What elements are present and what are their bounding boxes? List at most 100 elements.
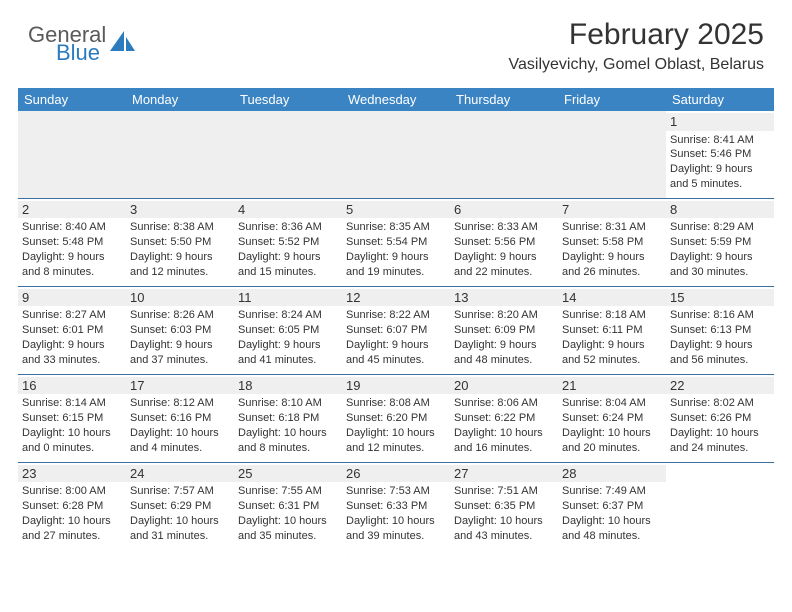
daylight-text: and 19 minutes. [346,265,446,280]
sunrise-text: Sunrise: 8:20 AM [454,308,554,323]
brand-text: General Blue [28,24,106,64]
daylight-text: Daylight: 9 hours [130,338,230,353]
daylight-text: Daylight: 9 hours [562,338,662,353]
calendar-cell: 28Sunrise: 7:49 AMSunset: 6:37 PMDayligh… [558,462,666,549]
calendar-week: 2Sunrise: 8:40 AMSunset: 5:48 PMDaylight… [18,198,774,286]
sunset-text: Sunset: 5:52 PM [238,235,338,250]
sunrise-text: Sunrise: 8:18 AM [562,308,662,323]
sunrise-text: Sunrise: 7:49 AM [562,484,662,499]
calendar-week: 9Sunrise: 8:27 AMSunset: 6:01 PMDaylight… [18,286,774,374]
daylight-text: Daylight: 9 hours [454,250,554,265]
daylight-text: and 48 minutes. [454,353,554,368]
sunset-text: Sunset: 6:18 PM [238,411,338,426]
day-number: 15 [666,289,774,308]
calendar-cell: 14Sunrise: 8:18 AMSunset: 6:11 PMDayligh… [558,286,666,374]
daylight-text: Daylight: 9 hours [454,338,554,353]
calendar-cell: 1Sunrise: 8:41 AMSunset: 5:46 PMDaylight… [666,111,774,198]
calendar-cell [342,111,450,198]
brand-logo: General Blue [28,24,136,64]
daylight-text: Daylight: 9 hours [670,338,770,353]
calendar-cell: 17Sunrise: 8:12 AMSunset: 6:16 PMDayligh… [126,374,234,462]
calendar-cell: 18Sunrise: 8:10 AMSunset: 6:18 PMDayligh… [234,374,342,462]
day-number: 3 [126,201,234,220]
sunrise-text: Sunrise: 8:08 AM [346,396,446,411]
sunrise-text: Sunrise: 8:02 AM [670,396,770,411]
daylight-text: Daylight: 10 hours [454,426,554,441]
sunrise-text: Sunrise: 8:24 AM [238,308,338,323]
daylight-text: Daylight: 9 hours [238,250,338,265]
calendar-cell: 21Sunrise: 8:04 AMSunset: 6:24 PMDayligh… [558,374,666,462]
daylight-text: and 39 minutes. [346,529,446,544]
daylight-text: and 15 minutes. [238,265,338,280]
daylight-text: and 56 minutes. [670,353,770,368]
sunset-text: Sunset: 5:48 PM [22,235,122,250]
calendar-cell: 16Sunrise: 8:14 AMSunset: 6:15 PMDayligh… [18,374,126,462]
calendar-cell: 13Sunrise: 8:20 AMSunset: 6:09 PMDayligh… [450,286,558,374]
day-number: 18 [234,377,342,396]
sunrise-text: Sunrise: 7:55 AM [238,484,338,499]
sunset-text: Sunset: 6:28 PM [22,499,122,514]
sunrise-text: Sunrise: 8:00 AM [22,484,122,499]
daylight-text: Daylight: 10 hours [238,426,338,441]
daylight-text: Daylight: 9 hours [22,338,122,353]
daylight-text: and 45 minutes. [346,353,446,368]
sunrise-text: Sunrise: 8:06 AM [454,396,554,411]
brand-line2: Blue [56,42,106,64]
weekday-header: Monday [126,88,234,111]
daylight-text: and 5 minutes. [670,177,770,192]
daylight-text: Daylight: 10 hours [562,426,662,441]
calendar-cell: 7Sunrise: 8:31 AMSunset: 5:58 PMDaylight… [558,198,666,286]
daylight-text: and 12 minutes. [346,441,446,456]
sunset-text: Sunset: 6:37 PM [562,499,662,514]
daylight-text: and 33 minutes. [22,353,122,368]
day-number: 2 [18,201,126,220]
daylight-text: and 16 minutes. [454,441,554,456]
daylight-text: Daylight: 9 hours [346,250,446,265]
day-number: 22 [666,377,774,396]
day-number: 17 [126,377,234,396]
calendar-cell [18,111,126,198]
month-title: February 2025 [509,18,765,52]
daylight-text: and 0 minutes. [22,441,122,456]
calendar-cell: 8Sunrise: 8:29 AMSunset: 5:59 PMDaylight… [666,198,774,286]
sunset-text: Sunset: 6:07 PM [346,323,446,338]
calendar-cell: 23Sunrise: 8:00 AMSunset: 6:28 PMDayligh… [18,462,126,549]
sunset-text: Sunset: 6:05 PM [238,323,338,338]
daylight-text: and 22 minutes. [454,265,554,280]
daylight-text: Daylight: 10 hours [238,514,338,529]
calendar-cell [234,111,342,198]
calendar-cell [126,111,234,198]
calendar-week: 23Sunrise: 8:00 AMSunset: 6:28 PMDayligh… [18,462,774,549]
day-number: 13 [450,289,558,308]
sunset-text: Sunset: 6:09 PM [454,323,554,338]
calendar-cell: 22Sunrise: 8:02 AMSunset: 6:26 PMDayligh… [666,374,774,462]
sunset-text: Sunset: 5:46 PM [670,147,770,162]
daylight-text: and 37 minutes. [130,353,230,368]
sunrise-text: Sunrise: 8:35 AM [346,220,446,235]
sunrise-text: Sunrise: 8:38 AM [130,220,230,235]
calendar-cell [450,111,558,198]
day-number: 11 [234,289,342,308]
daylight-text: and 8 minutes. [238,441,338,456]
sunset-text: Sunset: 5:58 PM [562,235,662,250]
sunrise-text: Sunrise: 7:53 AM [346,484,446,499]
calendar-cell [666,462,774,549]
sunrise-text: Sunrise: 8:10 AM [238,396,338,411]
sunset-text: Sunset: 6:35 PM [454,499,554,514]
daylight-text: Daylight: 10 hours [670,426,770,441]
calendar-week: 16Sunrise: 8:14 AMSunset: 6:15 PMDayligh… [18,374,774,462]
weekday-header: Friday [558,88,666,111]
calendar-cell: 12Sunrise: 8:22 AMSunset: 6:07 PMDayligh… [342,286,450,374]
calendar-cell: 27Sunrise: 7:51 AMSunset: 6:35 PMDayligh… [450,462,558,549]
sunrise-text: Sunrise: 8:36 AM [238,220,338,235]
sunset-text: Sunset: 5:56 PM [454,235,554,250]
daylight-text: Daylight: 10 hours [346,426,446,441]
day-number: 19 [342,377,450,396]
day-number: 12 [342,289,450,308]
page-header: General Blue February 2025 Vasilyevichy,… [0,0,792,82]
day-number: 25 [234,465,342,484]
calendar-cell: 6Sunrise: 8:33 AMSunset: 5:56 PMDaylight… [450,198,558,286]
day-number: 27 [450,465,558,484]
calendar-cell: 24Sunrise: 7:57 AMSunset: 6:29 PMDayligh… [126,462,234,549]
daylight-text: and 8 minutes. [22,265,122,280]
